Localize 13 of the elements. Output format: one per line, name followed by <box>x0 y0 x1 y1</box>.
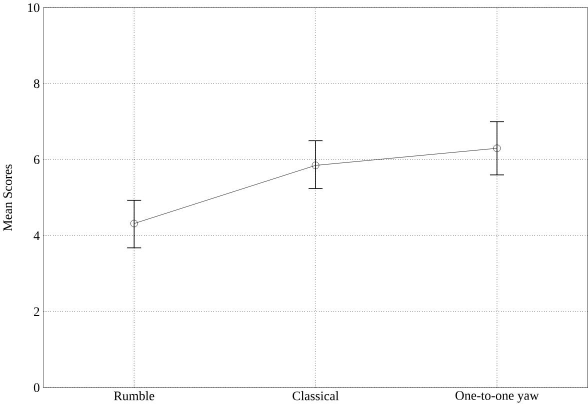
point <box>493 144 501 152</box>
y-tick-label: 2 <box>34 307 40 316</box>
y-tick-label: 6 <box>34 155 40 164</box>
point <box>130 220 138 228</box>
y-axis-title: Mean Scores <box>3 164 12 232</box>
x-tick-label: Classical <box>292 391 339 400</box>
y-tick-label: 8 <box>34 79 40 88</box>
y-tick-label: 0 <box>34 383 40 392</box>
x-tick-label: One-to-one yaw <box>456 391 539 403</box>
y-tick-label: 4 <box>34 231 40 240</box>
y-tick-label: 10 <box>28 3 40 12</box>
point <box>312 162 320 170</box>
x-tick-label: Rumble <box>114 391 154 400</box>
